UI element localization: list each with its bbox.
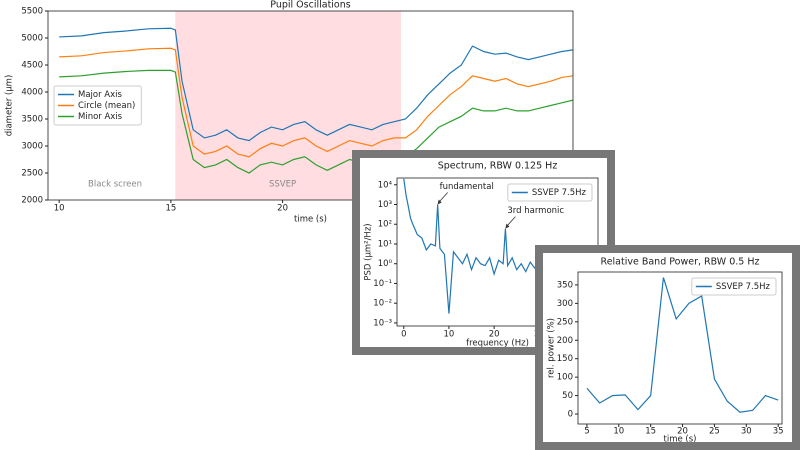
x-tick-label: 15: [165, 204, 176, 214]
y-tick-label: 200: [557, 336, 573, 346]
y-tick-label: 300: [557, 299, 573, 309]
x-tick-label: 10: [54, 204, 65, 214]
y-tick-label: 50: [562, 391, 573, 401]
chart-title: Relative Band Power, RBW 0.5 Hz: [601, 257, 760, 268]
spectrum-chart: Spectrum, RBW 0.125 Hz frequency (Hz) PSD …: [364, 161, 599, 348]
y-axis-label: PSD (µm²/Hz): [364, 223, 374, 280]
legend-label: Circle (mean): [78, 101, 135, 111]
y-tick-label: 150: [557, 354, 573, 364]
legend-box: [53, 85, 142, 126]
y-tick-label: 10⁻³: [373, 318, 392, 328]
series-line: [59, 27, 573, 142]
legend-label: Major Axis: [78, 90, 123, 100]
x-tick-label: 5: [584, 427, 589, 437]
annotation: Black screen: [88, 179, 142, 189]
x-tick-label: 15: [645, 427, 656, 437]
annotation: 3rd harmonic: [507, 206, 564, 216]
y-tick-label: 10⁰: [378, 259, 393, 269]
y-tick-label: 3000: [21, 142, 43, 152]
x-tick-label: 10: [444, 330, 455, 340]
band-power-window: Relative Band Power, RBW 0.5 Hz time (s) r…: [535, 245, 800, 450]
x-tick-label: 30: [741, 427, 752, 437]
y-tick-label: 5000: [21, 34, 43, 44]
y-tick-label: 10²: [378, 220, 392, 230]
annotation-arrow: [438, 192, 448, 203]
series-line: [586, 277, 779, 413]
y-tick-label: 10³: [378, 200, 392, 210]
arrow-head: [505, 223, 510, 229]
legend-label: Minor Axis: [78, 112, 123, 122]
y-tick-label: 2000: [21, 196, 43, 206]
y-tick-label: 3500: [21, 115, 43, 125]
axes-frame: [47, 10, 574, 201]
x-tick-label: 25: [709, 427, 720, 437]
x-axis-label: time (s): [294, 215, 327, 225]
y-tick-label: 10⁻¹: [373, 279, 392, 289]
x-tick-label: 20: [277, 204, 288, 214]
y-tick-label: 5500: [21, 7, 43, 17]
y-tick-label: 350: [557, 280, 573, 290]
annotation: fundamental: [440, 182, 494, 192]
y-tick-label: 250: [557, 317, 573, 327]
x-tick-label: 0: [401, 330, 406, 340]
legend-label: SSVEP 7.5Hz: [532, 188, 587, 198]
chart-title: Pupil Oscillations: [270, 0, 350, 11]
annotation: SSVEP: [269, 179, 296, 189]
arrow-head: [437, 199, 442, 205]
y-tick-label: 4000: [21, 88, 43, 98]
x-tick-label: 20: [489, 330, 500, 340]
y-tick-label: 2500: [21, 169, 43, 179]
legend-label: SSVEP 7.5Hz: [716, 282, 771, 292]
legend: SSVEP 7.5Hz: [691, 277, 777, 296]
axes-frame: [577, 271, 783, 425]
legend: SSVEP 7.5Hz: [507, 183, 593, 202]
x-tick-label: 20: [677, 427, 688, 437]
x-axis-label: time (s): [664, 435, 697, 443]
y-tick-label: 0: [568, 410, 573, 420]
x-axis-label: frequency (Hz): [466, 339, 529, 348]
y-tick-label: 100: [557, 373, 573, 383]
annotation-arrow: [506, 216, 516, 227]
y-tick-label: 4500: [21, 61, 43, 71]
legend-box: [507, 183, 593, 202]
y-tick-label: 10⁴: [378, 180, 393, 190]
x-tick-label: 10: [613, 427, 624, 437]
legend-box: [691, 277, 777, 296]
y-tick-label: 10¹: [378, 239, 392, 249]
spectrum-window: Spectrum, RBW 0.125 Hz frequency (Hz) PSD …: [352, 150, 615, 355]
x-tick-label: 35: [773, 427, 784, 437]
pupil-chart: Pupil Oscillations time (s) diameter (µm) 1…: [5, 0, 574, 225]
series-line: [59, 47, 573, 158]
chart-title: Spectrum, RBW 0.125 Hz: [438, 161, 558, 172]
band-power-chart: Relative Band Power, RBW 0.5 Hz time (s) r…: [547, 257, 784, 443]
y-tick-label: 10⁻²: [373, 299, 392, 309]
y-axis-label: diameter (µm): [5, 75, 15, 137]
y-axis-label: rel. power (%): [547, 318, 557, 378]
series-line: [59, 69, 573, 174]
